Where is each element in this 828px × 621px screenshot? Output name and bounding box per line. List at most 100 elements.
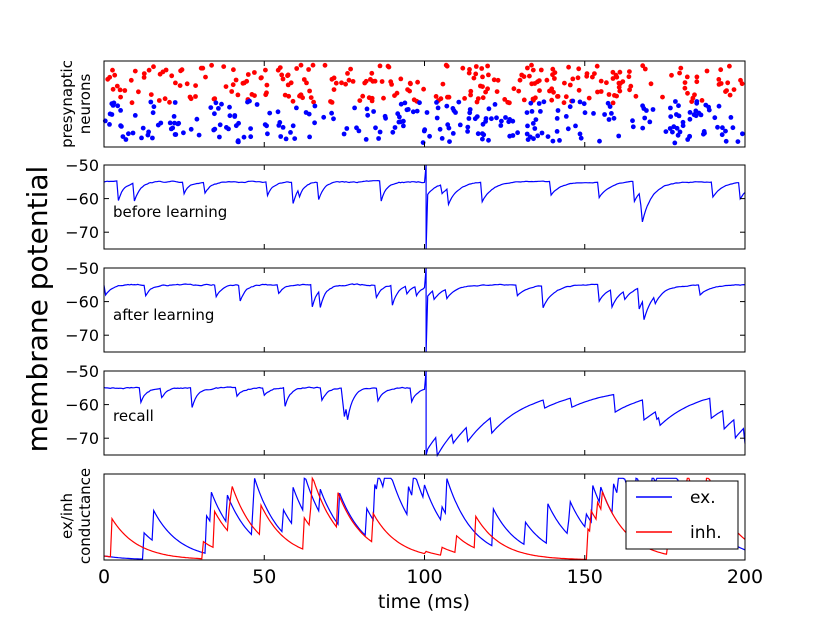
- inhibitory-spike-dot: [390, 129, 396, 135]
- excitatory-spike-dot: [480, 84, 485, 89]
- inhibitory-spike-dot: [606, 117, 612, 122]
- excitatory-spike-dot: [178, 68, 184, 74]
- inhibitory-spike-dot: [172, 100, 178, 105]
- inhibitory-spike-dot: [507, 117, 513, 122]
- inhibitory-spike-dot: [528, 100, 534, 106]
- excitatory-spike-dot: [669, 72, 674, 78]
- inhibitory-spike-dot: [188, 126, 194, 132]
- excitatory-spike-dot: [258, 75, 264, 81]
- inhibitory-spike-dot: [456, 99, 462, 105]
- inhibitory-spike-dot: [435, 105, 441, 111]
- excitatory-spike-dot: [343, 81, 348, 87]
- excitatory-spike-dot: [519, 72, 525, 78]
- excitatory-spike-dot: [277, 65, 283, 70]
- excitatory-spike-dot: [562, 80, 567, 86]
- inhibitory-spike-dot: [530, 121, 536, 126]
- inhibitory-spike-dot: [554, 116, 560, 121]
- inhibitory-spike-dot: [140, 125, 146, 131]
- excitatory-spike-dot: [433, 94, 439, 99]
- conductance-panel: ex/inh conductance ex. inh.: [58, 468, 746, 564]
- inhibitory-spike-dot: [565, 126, 571, 132]
- inhibitory-spike-dot: [492, 102, 498, 107]
- excitatory-spike-dot: [177, 83, 183, 88]
- inhibitory-spike-dot: [642, 115, 648, 121]
- excitatory-spike-dot: [617, 88, 623, 94]
- inhibitory-spike-dot: [181, 130, 186, 136]
- excitatory-spike-dot: [151, 64, 156, 70]
- raster-dots: [102, 61, 746, 147]
- excitatory-spike-dot: [408, 81, 413, 87]
- inhibitory-spike-dot: [465, 129, 470, 134]
- inhibitory-spike-dot: [120, 134, 126, 140]
- inhibitory-spike-dot: [280, 125, 286, 130]
- excitatory-spike-dot: [301, 77, 307, 82]
- excitatory-spike-dot: [468, 88, 474, 94]
- excitatory-spike-dot: [563, 94, 569, 100]
- excitatory-spike-dot: [694, 74, 700, 80]
- excitatory-spike-dot: [294, 66, 300, 71]
- excitatory-spike-dot: [516, 88, 522, 94]
- inhibitory-spike-dot: [555, 108, 561, 113]
- raster-frame: [103, 60, 746, 148]
- excitatory-spike-dot: [290, 98, 296, 104]
- inhibitory-spike-dot: [145, 132, 151, 138]
- inhibitory-spike-dot: [447, 139, 452, 145]
- excitatory-spike-dot: [169, 73, 175, 79]
- legend: ex. inh.: [625, 480, 739, 550]
- inhibitory-spike-dot: [312, 103, 318, 109]
- legend-inh-label: inh.: [690, 523, 722, 543]
- legend-ex-label: ex.: [690, 488, 716, 508]
- excitatory-spike-dot: [193, 94, 198, 99]
- inhibitory-spike-dot: [111, 100, 117, 106]
- excitatory-spike-dot: [473, 71, 479, 77]
- potential-trace-2: [103, 267, 746, 353]
- inhibitory-spike-dot: [118, 108, 123, 113]
- inhibitory-spike-dot: [254, 102, 260, 107]
- inhibitory-spike-dot: [267, 110, 273, 116]
- excitatory-spike-dot: [527, 73, 532, 79]
- excitatory-spike-dot: [398, 76, 404, 82]
- inhibitory-spike-dot: [498, 123, 504, 128]
- inhibitory-spike-dot: [329, 110, 334, 116]
- excitatory-spike-dot: [141, 75, 147, 80]
- inhibitory-spike-dot: [444, 103, 450, 109]
- inhibitory-spike-dot: [716, 103, 722, 109]
- inhibitory-spike-dot: [450, 131, 456, 136]
- potential-trace-3: [103, 370, 746, 458]
- excitatory-spike-dot: [468, 92, 473, 98]
- inhibitory-spike-dot: [687, 110, 693, 115]
- excitatory-spike-dot: [311, 99, 316, 105]
- inhibitory-spike-dot: [541, 99, 547, 105]
- inhibitory-spike-dot: [486, 106, 492, 112]
- x-tick-label: 150: [567, 566, 603, 588]
- inhibitory-spike-dot: [363, 137, 369, 142]
- excitatory-spike-dot: [209, 62, 215, 68]
- y-tick-label: −50: [65, 259, 99, 278]
- inhibitory-spike-dot: [227, 113, 233, 119]
- inhibitory-spike-dot: [398, 101, 404, 107]
- y-tick-label: −70: [65, 223, 99, 242]
- excitatory-spike-dot: [331, 87, 337, 92]
- inhibitory-spike-dot: [382, 113, 388, 119]
- inhibitory-spike-dot: [109, 112, 115, 117]
- excitatory-spike-dot: [642, 66, 648, 72]
- excitatory-spike-dot: [529, 81, 535, 87]
- conductance-ylabel-line2: conductance: [76, 468, 94, 564]
- inhibitory-spike-dot: [668, 105, 673, 111]
- inhibitory-spike-dot: [557, 138, 562, 143]
- excitatory-spike-dot: [360, 93, 366, 99]
- inhibitory-spike-dot: [723, 138, 729, 144]
- excitatory-spike-dot: [694, 79, 700, 85]
- inhibitory-spike-dot: [640, 125, 646, 131]
- membrane-potential-label: membrane potential: [21, 166, 54, 453]
- excitatory-spike-dot: [692, 92, 697, 98]
- excitatory-spike-dot: [724, 88, 729, 93]
- inhibitory-spike-dot: [171, 114, 177, 119]
- excitatory-spike-dot: [129, 100, 135, 106]
- excitatory-spike-dot: [648, 81, 654, 87]
- x-tick-label: 200: [727, 566, 763, 588]
- excitatory-spike-dot: [350, 79, 356, 84]
- excitatory-spike-dot: [536, 78, 542, 83]
- excitatory-spike-dot: [552, 70, 558, 75]
